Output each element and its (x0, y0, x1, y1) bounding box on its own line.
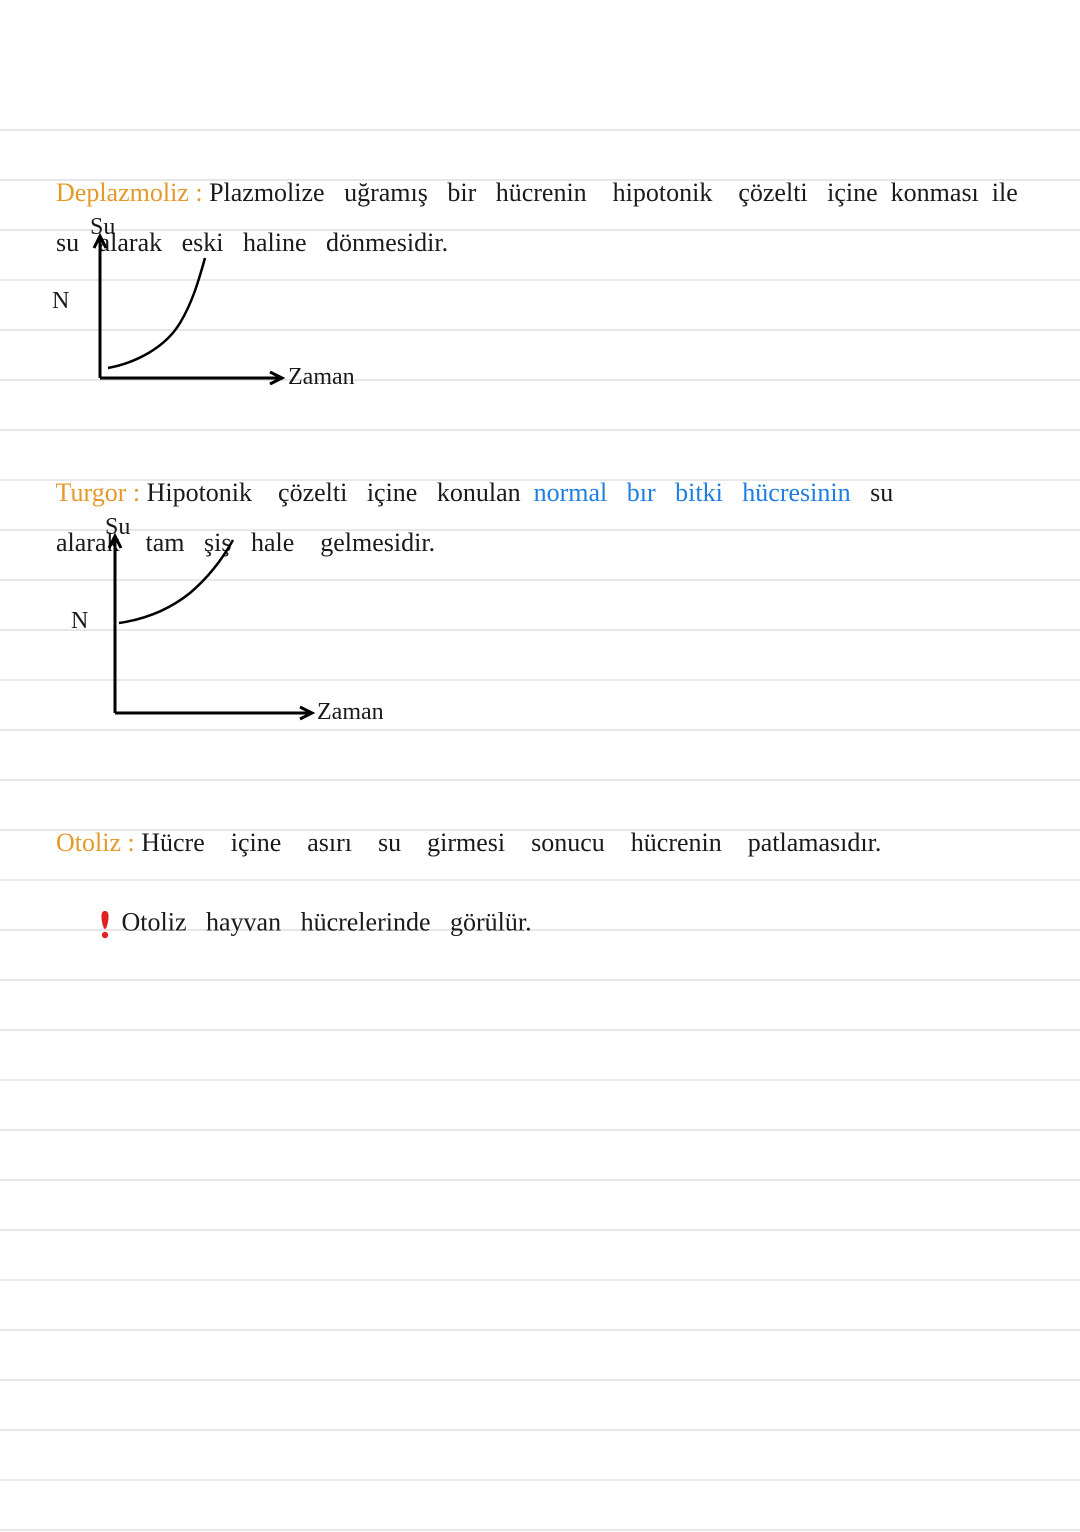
turgor-y-label: Su (105, 514, 130, 541)
deplazmoliz-graph: Su N Zaman (80, 228, 300, 388)
exclamation-icon (56, 878, 115, 971)
page-content: Deplazmoliz : Plazmolize uğramış bir hüc… (0, 0, 1080, 1532)
deplazmoliz-y-label: Su (90, 214, 115, 241)
otoliz-note-text: Otoliz hayvan hücrelerinde görülür. (115, 907, 532, 936)
otoliz-note-line: Otoliz hayvan hücrelerinde görülür. (30, 848, 1050, 1001)
turgor-graph: Su N Zaman (95, 528, 335, 723)
deplazmoliz-origin-marker: N (52, 288, 69, 315)
deplazmoliz-x-label: Zaman (288, 364, 355, 391)
turgor-origin-marker: N (71, 608, 88, 635)
turgor-x-label: Zaman (317, 699, 384, 726)
